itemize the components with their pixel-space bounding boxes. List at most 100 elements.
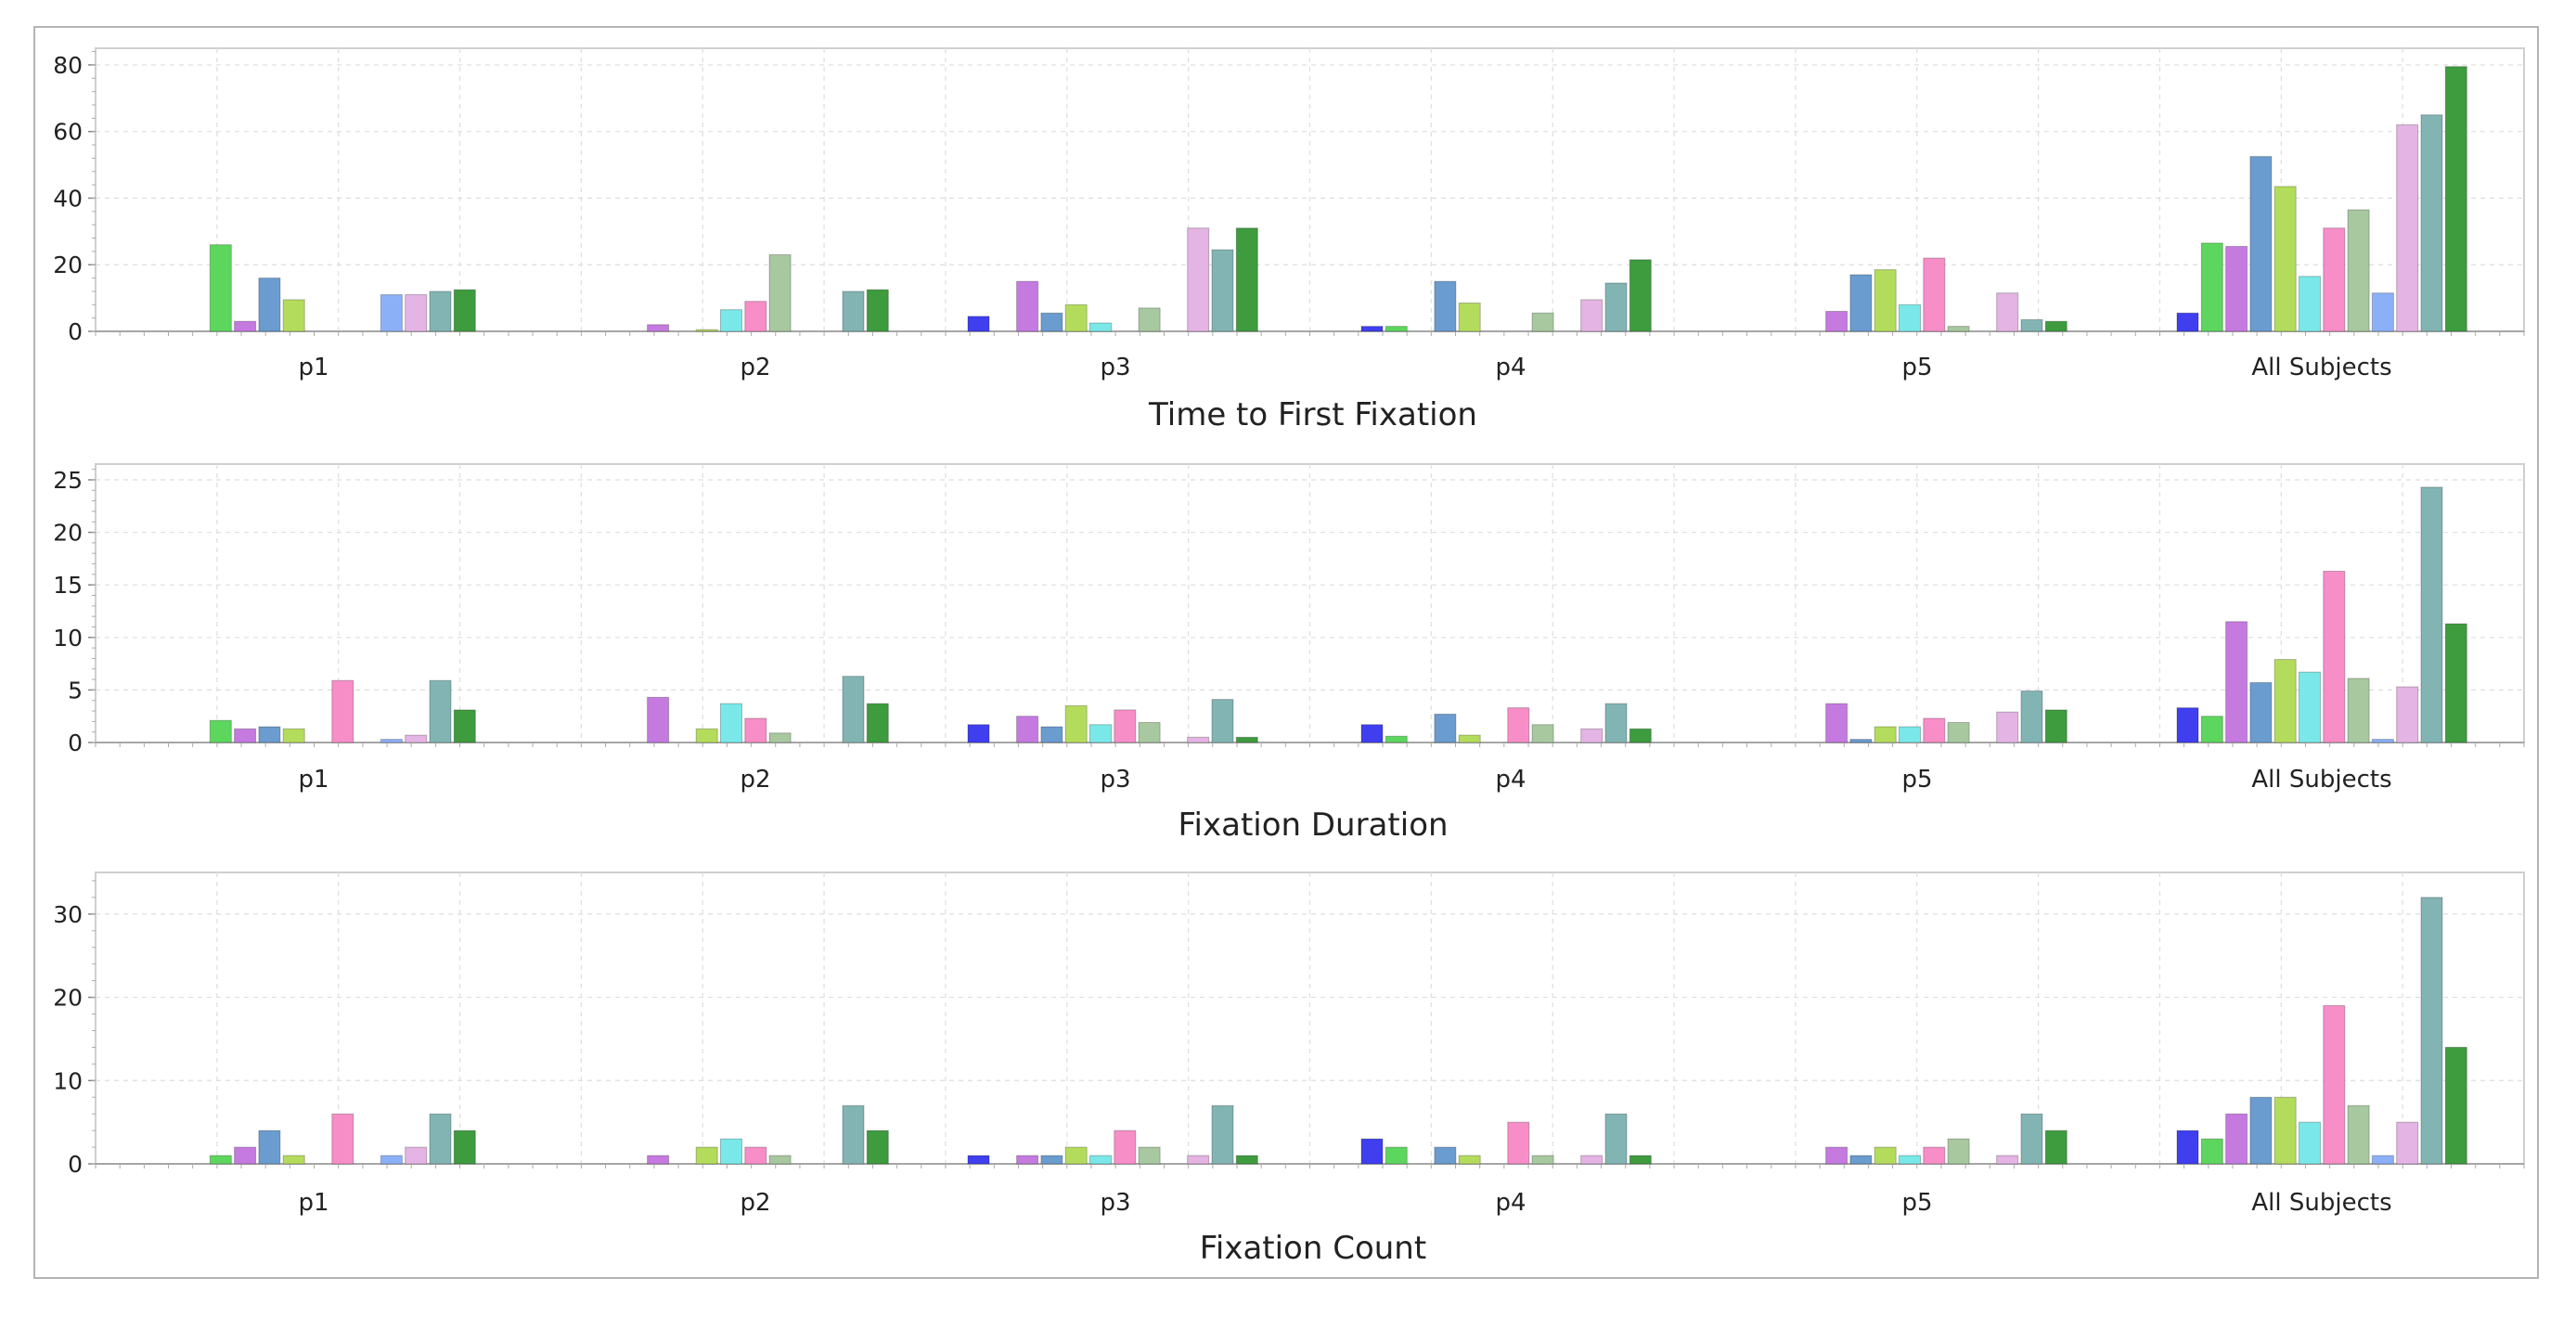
bar-p4-series-12 [1629,259,1652,332]
bar-p4-series-1 [1360,326,1384,332]
y-tick-label: 80 [53,52,83,79]
bar-all-subjects-series-2 [2200,242,2223,332]
bar-p3-series-10 [1187,1155,1210,1165]
bar-p1-series-2 [209,244,232,332]
bar-p3-series-12 [1235,1155,1258,1165]
bar-p4-series-10 [1580,299,1604,332]
bar-p1-series-11 [429,1113,452,1165]
bar-p5-series-7 [1923,717,1946,743]
bar-p5-series-3 [1825,310,1848,332]
bar-p2-series-12 [866,703,889,743]
bar-p1-series-11 [429,291,452,332]
bar-p3-series-4 [1040,1155,1063,1165]
bar-p5-series-6 [1899,1155,1921,1165]
category-label: All Subjects [2251,354,2391,381]
bar-p3-series-1 [967,1155,990,1165]
bar-p4-series-11 [1604,282,1628,332]
bar-p5-series-11 [2020,1113,2043,1165]
bar-p5-series-12 [2044,1130,2067,1165]
bar-p1-series-2 [209,1155,232,1165]
panel-title: Fixation Count [1200,1230,1426,1267]
bar-p4-series-1 [1360,724,1384,743]
bar-p5-series-11 [2020,691,2043,743]
bar-p1-series-9 [380,739,403,743]
bar-p4-series-11 [1604,1113,1628,1165]
bar-p5-series-11 [2020,318,2043,332]
bar-p3-series-3 [1016,716,1039,743]
bar-p4-series-12 [1629,1155,1652,1165]
bar-all-subjects-series-12 [2444,66,2467,332]
bar-all-subjects-series-1 [2176,707,2199,743]
bar-p3-series-11 [1211,699,1234,743]
bar-p2-series-6 [720,703,742,743]
bar-p5-series-7 [1923,257,1946,332]
bar-p2-series-11 [842,676,865,743]
bar-p5-series-7 [1923,1146,1946,1165]
bar-all-subjects-series-8 [2347,1104,2370,1165]
bar-p5-series-10 [1996,1155,2019,1165]
bar-p2-series-8 [768,1155,792,1165]
bar-all-subjects-series-10 [2396,686,2419,743]
bar-p3-series-1 [967,316,990,332]
bar-p2-series-3 [647,696,670,743]
category-label: p5 [1901,1189,1932,1217]
bar-p4-series-4 [1434,713,1457,743]
bar-all-subjects-series-10 [2396,1121,2419,1165]
bar-p2-series-5 [695,728,718,743]
bar-p4-series-4 [1434,280,1457,332]
bar-all-subjects-series-4 [2249,156,2273,332]
panel-3: 0 10 20 30 p1 p2 p3 p4 p5 All Subjects Fixation Co… [53,872,2525,1267]
bar-p1-series-4 [258,1130,281,1165]
bar-p1-series-12 [453,289,476,332]
y-tick-label: 10 [53,1067,83,1094]
bar-p5-series-6 [1899,303,1921,332]
bar-p5-series-8 [1947,721,1970,743]
bar-p5-series-12 [2044,320,2067,332]
y-tick-label: 20 [53,252,83,278]
bar-p5-series-6 [1899,726,1921,743]
bar-p5-series-5 [1874,1146,1897,1165]
bar-p2-series-7 [744,1146,767,1165]
category-label: p2 [740,1189,770,1217]
bar-p4-series-2 [1385,326,1408,332]
bar-p4-series-5 [1458,303,1481,332]
category-label: p2 [740,354,770,381]
bar-p3-series-8 [1138,307,1161,332]
bar-p1-series-7 [331,1113,354,1165]
bar-p4-series-7 [1507,1121,1530,1165]
bar-p1-series-4 [258,278,281,332]
panel-2: 0 5 10 15 20 25 p1 p2 p3 p4 p5 All Subjects Fixation… [53,463,2525,844]
bar-p2-series-7 [744,717,767,743]
bar-p4-series-8 [1531,724,1554,743]
bar-p3-series-12 [1235,227,1258,332]
bar-all-subjects-series-2 [2200,1138,2223,1165]
category-label: p2 [740,766,770,794]
bar-p2-series-7 [744,301,767,332]
bar-all-subjects-series-1 [2176,312,2199,332]
bar-p3-series-1 [967,724,990,743]
bar-p1-series-12 [453,709,476,743]
bar-all-subjects-series-11 [2420,486,2443,743]
bar-all-subjects-series-10 [2396,124,2419,332]
bar-p5-series-4 [1849,274,1873,332]
bar-p1-series-3 [234,728,257,743]
plot-area [95,872,2525,1165]
bar-all-subjects-series-3 [2225,246,2248,332]
bar-all-subjects-series-3 [2225,621,2248,743]
bar-p3-series-10 [1187,736,1210,743]
bar-p2-series-5 [695,329,718,332]
bar-all-subjects-series-11 [2420,114,2443,332]
bar-all-subjects-series-4 [2249,1096,2273,1165]
bar-p4-series-4 [1434,1146,1457,1165]
bar-p1-series-3 [234,1146,257,1165]
bar-p3-series-8 [1138,1146,1161,1165]
bar-p2-series-5 [695,1146,718,1165]
category-label: p3 [1100,354,1130,381]
bar-all-subjects-series-9 [2371,1155,2394,1165]
bar-all-subjects-series-9 [2371,739,2394,743]
y-tick-label: 60 [53,119,83,146]
category-label: p4 [1495,766,1526,794]
bar-all-subjects-series-6 [2299,671,2321,743]
bar-p2-series-12 [866,1130,889,1165]
bar-all-subjects-series-12 [2444,623,2467,743]
